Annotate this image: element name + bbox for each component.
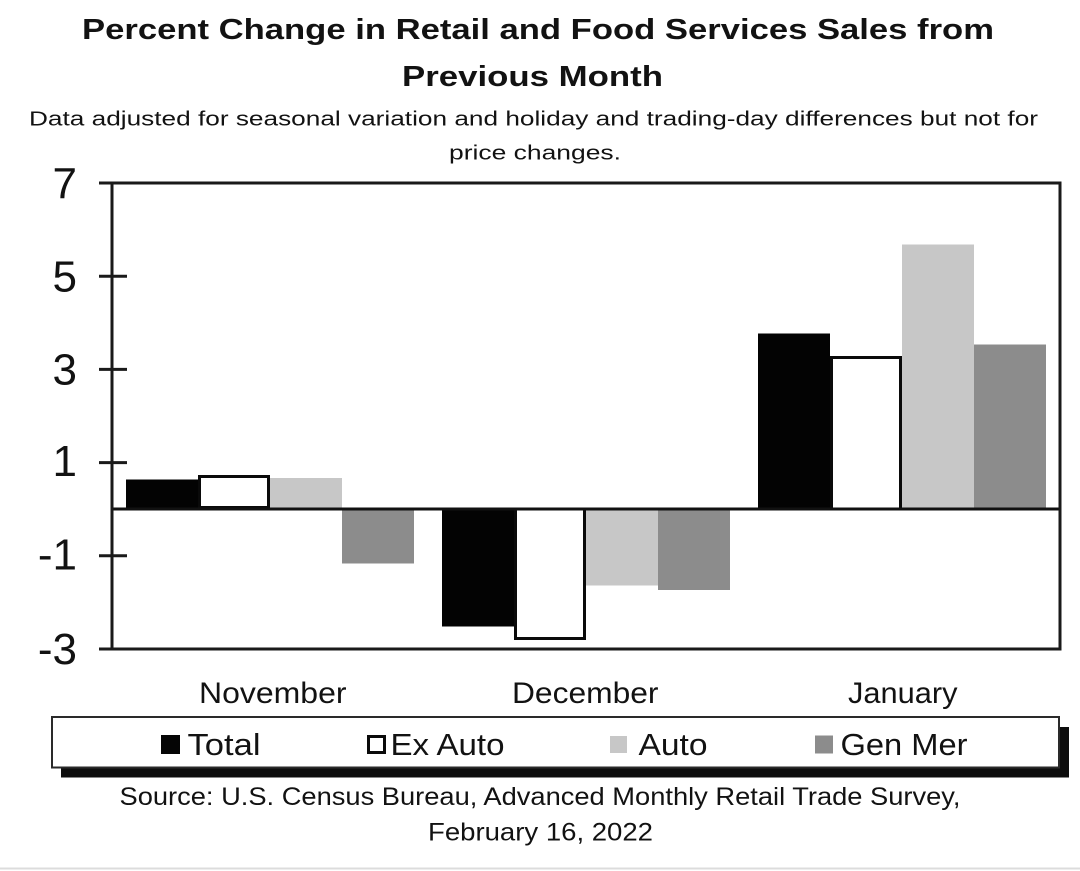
svg-text:Total: Total <box>188 727 261 762</box>
svg-text:February 16, 2022: February 16, 2022 <box>428 819 653 847</box>
svg-text:3: 3 <box>53 346 77 395</box>
svg-text:-1: -1 <box>38 531 77 580</box>
svg-text:-3: -3 <box>38 625 77 674</box>
svg-text:5: 5 <box>53 253 77 302</box>
svg-text:Data adjusted for seasonal var: Data adjusted for seasonal variation and… <box>29 108 1038 131</box>
svg-text:1: 1 <box>53 437 77 486</box>
svg-text:7: 7 <box>53 160 77 209</box>
svg-text:January: January <box>848 677 958 710</box>
svg-text:Source: U.S. Census Bureau, Ad: Source: U.S. Census Bureau, Advanced Mon… <box>120 783 961 811</box>
svg-text:December: December <box>512 677 659 710</box>
svg-text:price changes.: price changes. <box>449 142 621 165</box>
svg-text:Ex Auto: Ex Auto <box>391 727 505 762</box>
svg-text:Previous Month: Previous Month <box>402 61 663 93</box>
svg-text:November: November <box>199 677 347 710</box>
svg-text:Percent Change in Retail and F: Percent Change in Retail and Food Servic… <box>82 14 994 46</box>
svg-text:Auto: Auto <box>639 727 708 762</box>
svg-text:Gen Mer: Gen Mer <box>841 727 968 762</box>
